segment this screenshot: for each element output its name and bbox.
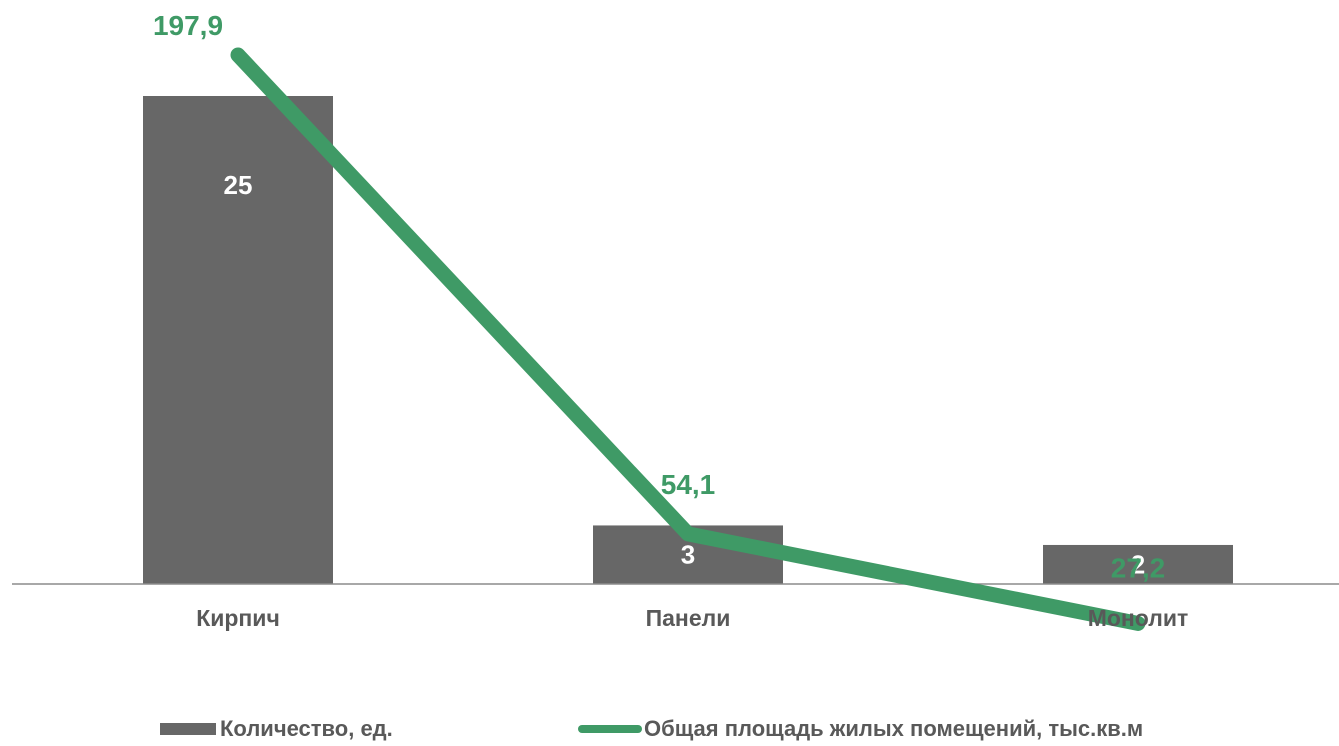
legend-swatch-bar bbox=[160, 723, 216, 735]
category-label: Кирпич bbox=[196, 605, 280, 631]
legend: Количество, ед. Общая площадь жилых поме… bbox=[0, 716, 1339, 746]
bar-2 bbox=[1043, 544, 1233, 584]
bar-0 bbox=[143, 96, 333, 584]
bar-value-label: 25 bbox=[224, 170, 253, 200]
legend-item-area: Общая площадь жилых помещений, тыс.кв.м bbox=[578, 716, 1143, 742]
legend-item-count: Количество, ед. bbox=[160, 716, 393, 742]
bar-value-label: 2 bbox=[1131, 549, 1145, 579]
legend-label-count: Количество, ед. bbox=[220, 716, 393, 741]
legend-label-area: Общая площадь жилых помещений, тыс.кв.м bbox=[644, 716, 1144, 741]
data-labels: 25 3 2 197,9 54,1 27,2 bbox=[153, 10, 1165, 583]
combo-chart: 25 3 2 197,9 54,1 27,2 Кирпич Панели Монолит bbox=[12, 10, 1339, 631]
line-series bbox=[230, 47, 1146, 631]
line-value-label: 27,2 bbox=[1111, 552, 1166, 583]
bar-series bbox=[143, 96, 1233, 584]
legend-swatch-line bbox=[578, 725, 642, 733]
category-labels: Кирпич Панели Монолит bbox=[196, 605, 1188, 631]
category-label: Панели bbox=[646, 605, 731, 631]
category-label: Монолит bbox=[1088, 605, 1189, 631]
line-value-label: 54,1 bbox=[661, 469, 716, 500]
line-value-label: 197,9 bbox=[153, 10, 223, 41]
bar-value-label: 3 bbox=[681, 540, 695, 570]
area-line bbox=[230, 47, 1146, 631]
